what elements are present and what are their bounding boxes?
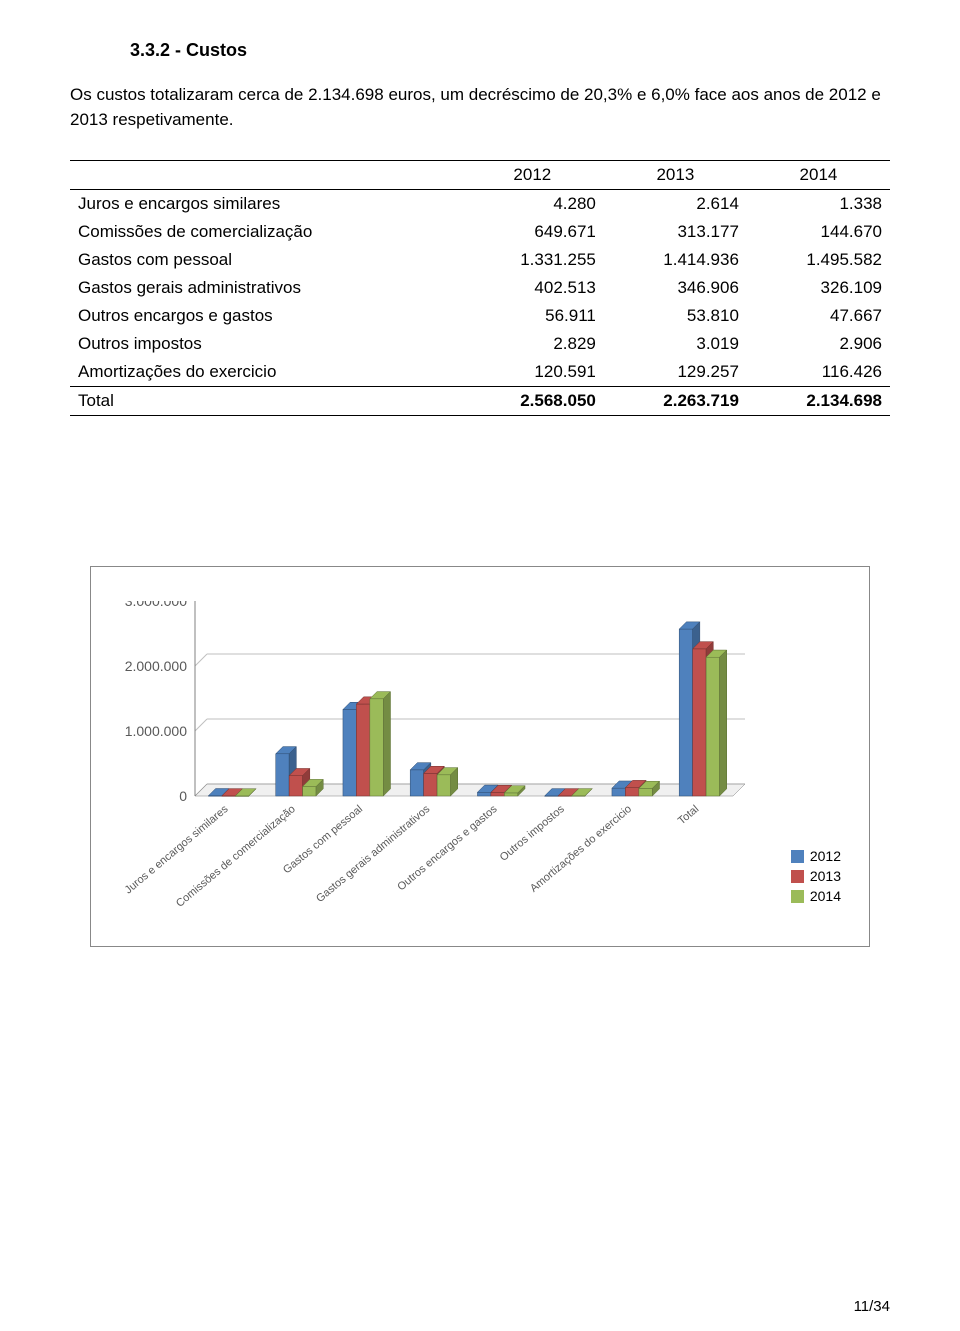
- cell: 4.280: [461, 190, 604, 219]
- svg-text:0: 0: [179, 788, 187, 804]
- table-total-row: Total 2.568.050 2.263.719 2.134.698: [70, 387, 890, 416]
- row-label: Gastos gerais administrativos: [70, 274, 461, 302]
- cell: 120.591: [461, 358, 604, 387]
- cell: 53.810: [604, 302, 747, 330]
- svg-text:Juros e encargos similares: Juros e encargos similares: [123, 803, 231, 897]
- col-year-2012: 2012: [461, 161, 604, 190]
- row-label: Gastos com pessoal: [70, 246, 461, 274]
- legend-item-2012: 2012: [791, 848, 841, 864]
- page-number: 11/34: [854, 1298, 890, 1315]
- table-row: Outros impostos 2.829 3.019 2.906: [70, 330, 890, 358]
- cell: 1.331.255: [461, 246, 604, 274]
- svg-text:Outros impostos: Outros impostos: [498, 803, 567, 864]
- table-row: Gastos gerais administrativos 402.513 34…: [70, 274, 890, 302]
- table-row: Juros e encargos similares 4.280 2.614 1…: [70, 190, 890, 219]
- cell: 649.671: [461, 218, 604, 246]
- cell: 1.414.936: [604, 246, 747, 274]
- section-heading: 3.3.2 - Custos: [130, 40, 890, 61]
- svg-text:2.000.000: 2.000.000: [125, 658, 187, 674]
- cell: 116.426: [747, 358, 890, 387]
- row-label: Outros encargos e gastos: [70, 302, 461, 330]
- cell: 2.906: [747, 330, 890, 358]
- svg-text:Total: Total: [676, 803, 702, 827]
- intro-paragraph: Os custos totalizaram cerca de 2.134.698…: [70, 83, 890, 132]
- svg-text:Comissões de comercialização: Comissões de comercialização: [174, 803, 298, 910]
- cell: 56.911: [461, 302, 604, 330]
- cell: 402.513: [461, 274, 604, 302]
- cell: 1.338: [747, 190, 890, 219]
- row-label: Outros impostos: [70, 330, 461, 358]
- table-row: Outros encargos e gastos 56.911 53.810 4…: [70, 302, 890, 330]
- total-cell: 2.263.719: [604, 387, 747, 416]
- total-label: Total: [70, 387, 461, 416]
- col-year-2014: 2014: [747, 161, 890, 190]
- row-label: Juros e encargos similares: [70, 190, 461, 219]
- legend-item-2013: 2013: [791, 868, 841, 884]
- cell: 3.019: [604, 330, 747, 358]
- cell: 2.614: [604, 190, 747, 219]
- col-year-2013: 2013: [604, 161, 747, 190]
- svg-text:Gastos gerais administrativos: Gastos gerais administrativos: [314, 803, 433, 905]
- legend-label: 2012: [810, 848, 841, 864]
- row-label: Comissões de comercialização: [70, 218, 461, 246]
- total-cell: 2.568.050: [461, 387, 604, 416]
- cell: 2.829: [461, 330, 604, 358]
- cell: 1.495.582: [747, 246, 890, 274]
- legend-label: 2013: [810, 868, 841, 884]
- cell: 129.257: [604, 358, 747, 387]
- custos-table: 2012 2013 2014 Juros e encargos similare…: [70, 160, 890, 416]
- chart-svg: 0 1.000.000 2.000.000 3.000.000 Juros e enca…: [109, 601, 853, 931]
- total-cell: 2.134.698: [747, 387, 890, 416]
- cell: 313.177: [604, 218, 747, 246]
- svg-text:1.000.000: 1.000.000: [125, 723, 187, 739]
- legend-label: 2014: [810, 888, 841, 904]
- custos-chart: 0 1.000.000 2.000.000 3.000.000 Juros e enca…: [90, 566, 870, 947]
- legend-item-2014: 2014: [791, 888, 841, 904]
- svg-text:3.000.000: 3.000.000: [125, 601, 187, 609]
- cell: 144.670: [747, 218, 890, 246]
- row-label: Amortizações do exercicio: [70, 358, 461, 387]
- col-blank: [70, 161, 461, 190]
- table-row: Amortizações do exercicio 120.591 129.25…: [70, 358, 890, 387]
- table-row: Comissões de comercialização 649.671 313…: [70, 218, 890, 246]
- cell: 47.667: [747, 302, 890, 330]
- chart-legend: 2012 2013 2014: [791, 844, 841, 908]
- cell: 326.109: [747, 274, 890, 302]
- table-row: Gastos com pessoal 1.331.255 1.414.936 1…: [70, 246, 890, 274]
- cell: 346.906: [604, 274, 747, 302]
